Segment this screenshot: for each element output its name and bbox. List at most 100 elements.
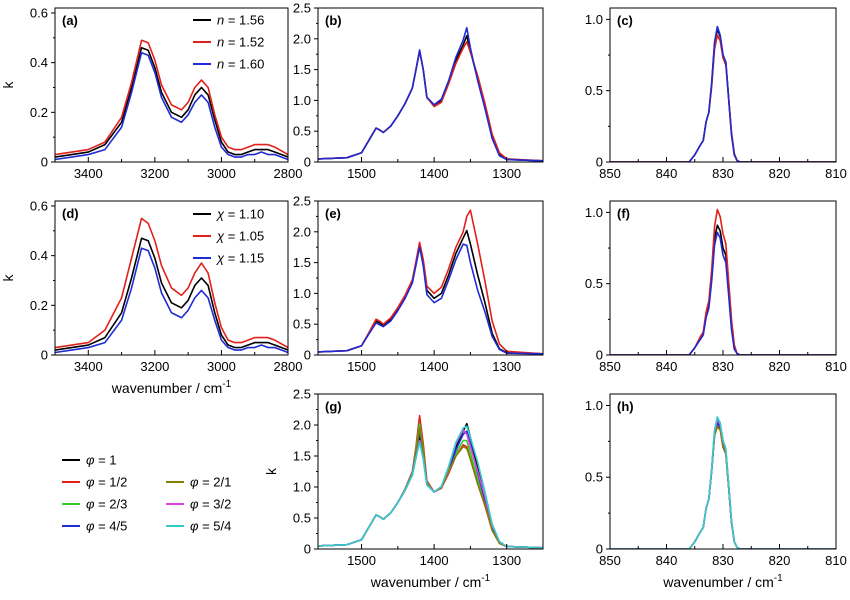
x-tick-label: 850 [599,359,621,374]
y-tick-label: 0.5 [585,470,603,485]
series-line-2 [318,243,543,355]
x-tick-label: 1500 [347,553,376,568]
series-group [610,416,836,549]
x-tick-label: 1300 [492,359,521,374]
y-axis-title: k [263,467,279,475]
y-tick-label: 0.5 [585,83,603,98]
legend-chi: χ = 1.10 χ = 1.05 χ = 1.15 [193,207,264,266]
y-tick-label: 0.6 [30,5,48,20]
panel-f: 850 840 830 820 810 0 0.5 1.0 (f) [585,200,847,374]
y-tick-label: 1.0 [293,480,311,495]
series-line-1 [55,39,288,156]
legend-label: φ = 1/2 [86,475,127,490]
x-tick-label: 2800 [274,166,303,181]
x-tick-label: 3200 [140,166,169,181]
legend-label: φ = 4/5 [86,519,127,534]
y-tick-label: 0.5 [293,511,311,526]
y-tick-label: 1.0 [293,93,311,108]
panel-label: (g) [325,399,342,414]
y-tick-label: 1.0 [585,398,603,413]
series-line-4 [610,426,836,549]
y-tick-label: 0 [304,348,311,363]
x-tick-label: 850 [599,166,621,181]
y-tick-label: 0 [596,155,603,170]
y-tick-label: 0.6 [30,198,48,213]
panel-g: 1500 1400 1300 0 0.5 1.0 1.5 2.0 2.5 (g) k wavenumb… [263,387,544,590]
panel-label: (b) [325,13,342,28]
series-line-0 [610,28,836,162]
legend-label: χ = 1.05 [216,229,264,244]
x-tick-label: 1500 [347,359,376,374]
panel-e: 1500 1400 1300 0 0.5 1.0 1.5 2.0 2.5 (e) [293,194,544,374]
x-tick-label: 810 [825,553,847,568]
plot-frame [317,200,544,356]
y-tick-label: 2.0 [293,224,311,239]
x-axis-title: wavenumber / cm-1 [662,573,783,590]
legend-label: φ = 3/2 [190,497,231,512]
x-tick-label: 3000 [207,166,236,181]
legend-label: χ = 1.10 [216,207,264,222]
legend-label: n = 1.56 [217,13,264,28]
plot-frame [54,7,289,163]
plot-frame [609,7,837,163]
legend-n: n = 1.56 n = 1.52 n = 1.60 [193,13,264,72]
panel-label: (e) [325,206,341,221]
y-tick-label: 0.5 [585,276,603,291]
series-line-6 [318,425,543,549]
x-tick-label: 2800 [274,359,303,374]
series-line-0 [318,34,543,162]
y-tick-label: 0 [304,542,311,557]
legend-label: χ = 1.15 [216,251,264,266]
x-tick-label: 850 [599,553,621,568]
y-tick-label: 1.5 [293,62,311,77]
x-axis-title: wavenumber / cm-1 [111,379,232,396]
legend-phi: φ = 1 φ = 1/2 φ = 2/3 φ = 4/5 φ = 2/1 φ = 3/2… [62,453,231,534]
panel-label: (a) [62,13,78,28]
y-tick-label: 2.0 [293,418,311,433]
x-tick-label: 840 [656,166,678,181]
y-tick-label: 0 [596,542,603,557]
series-line-1 [318,414,543,549]
y-tick-label: 2.5 [293,387,311,402]
panel-b: 1500 1400 1300 0 0.5 1.0 1.5 2.0 2.5 (b) [293,1,544,181]
y-tick-label: 0.2 [30,105,48,120]
x-tick-label: 3400 [74,166,103,181]
series-line-2 [318,26,543,162]
x-tick-label: 830 [712,166,734,181]
x-tick-label: 810 [825,359,847,374]
x-tick-label: 830 [712,553,734,568]
series-group [55,39,288,161]
x-tick-label: 3000 [207,359,236,374]
y-tick-label: 2.5 [293,1,311,16]
y-tick-label: 0 [596,348,603,363]
plot-frame [609,200,837,356]
x-tick-label: 1400 [420,359,449,374]
y-axis-title: k [0,274,16,282]
series-line-1 [55,217,288,349]
legend-label: φ = 2/3 [86,497,127,512]
series-group [318,26,543,162]
y-tick-label: 1.5 [293,255,311,270]
panel-label: (f) [617,206,630,221]
series-group [55,217,288,354]
panel-label: (c) [617,13,633,28]
x-tick-label: 840 [656,553,678,568]
series-line-0 [318,229,543,355]
legend-label: n = 1.52 [217,35,264,50]
plot-frame [317,393,544,550]
legend-label: φ = 1 [86,453,117,468]
x-tick-label: 840 [656,359,678,374]
series-group [610,208,836,355]
series-line-0 [55,46,288,158]
series-line-2 [318,422,543,549]
x-tick-label: 1400 [420,553,449,568]
x-tick-label: 820 [769,359,791,374]
x-tick-label: 1300 [492,166,521,181]
x-tick-label: 1500 [347,166,376,181]
legend-label: φ = 5/4 [190,519,231,534]
series-line-6 [610,416,836,549]
y-tick-label: 0.5 [293,317,311,332]
panel-a: 3400 3200 3000 2800 0 0.2 0.4 0.6 (a) k [0,5,302,181]
series-line-2 [55,51,288,161]
